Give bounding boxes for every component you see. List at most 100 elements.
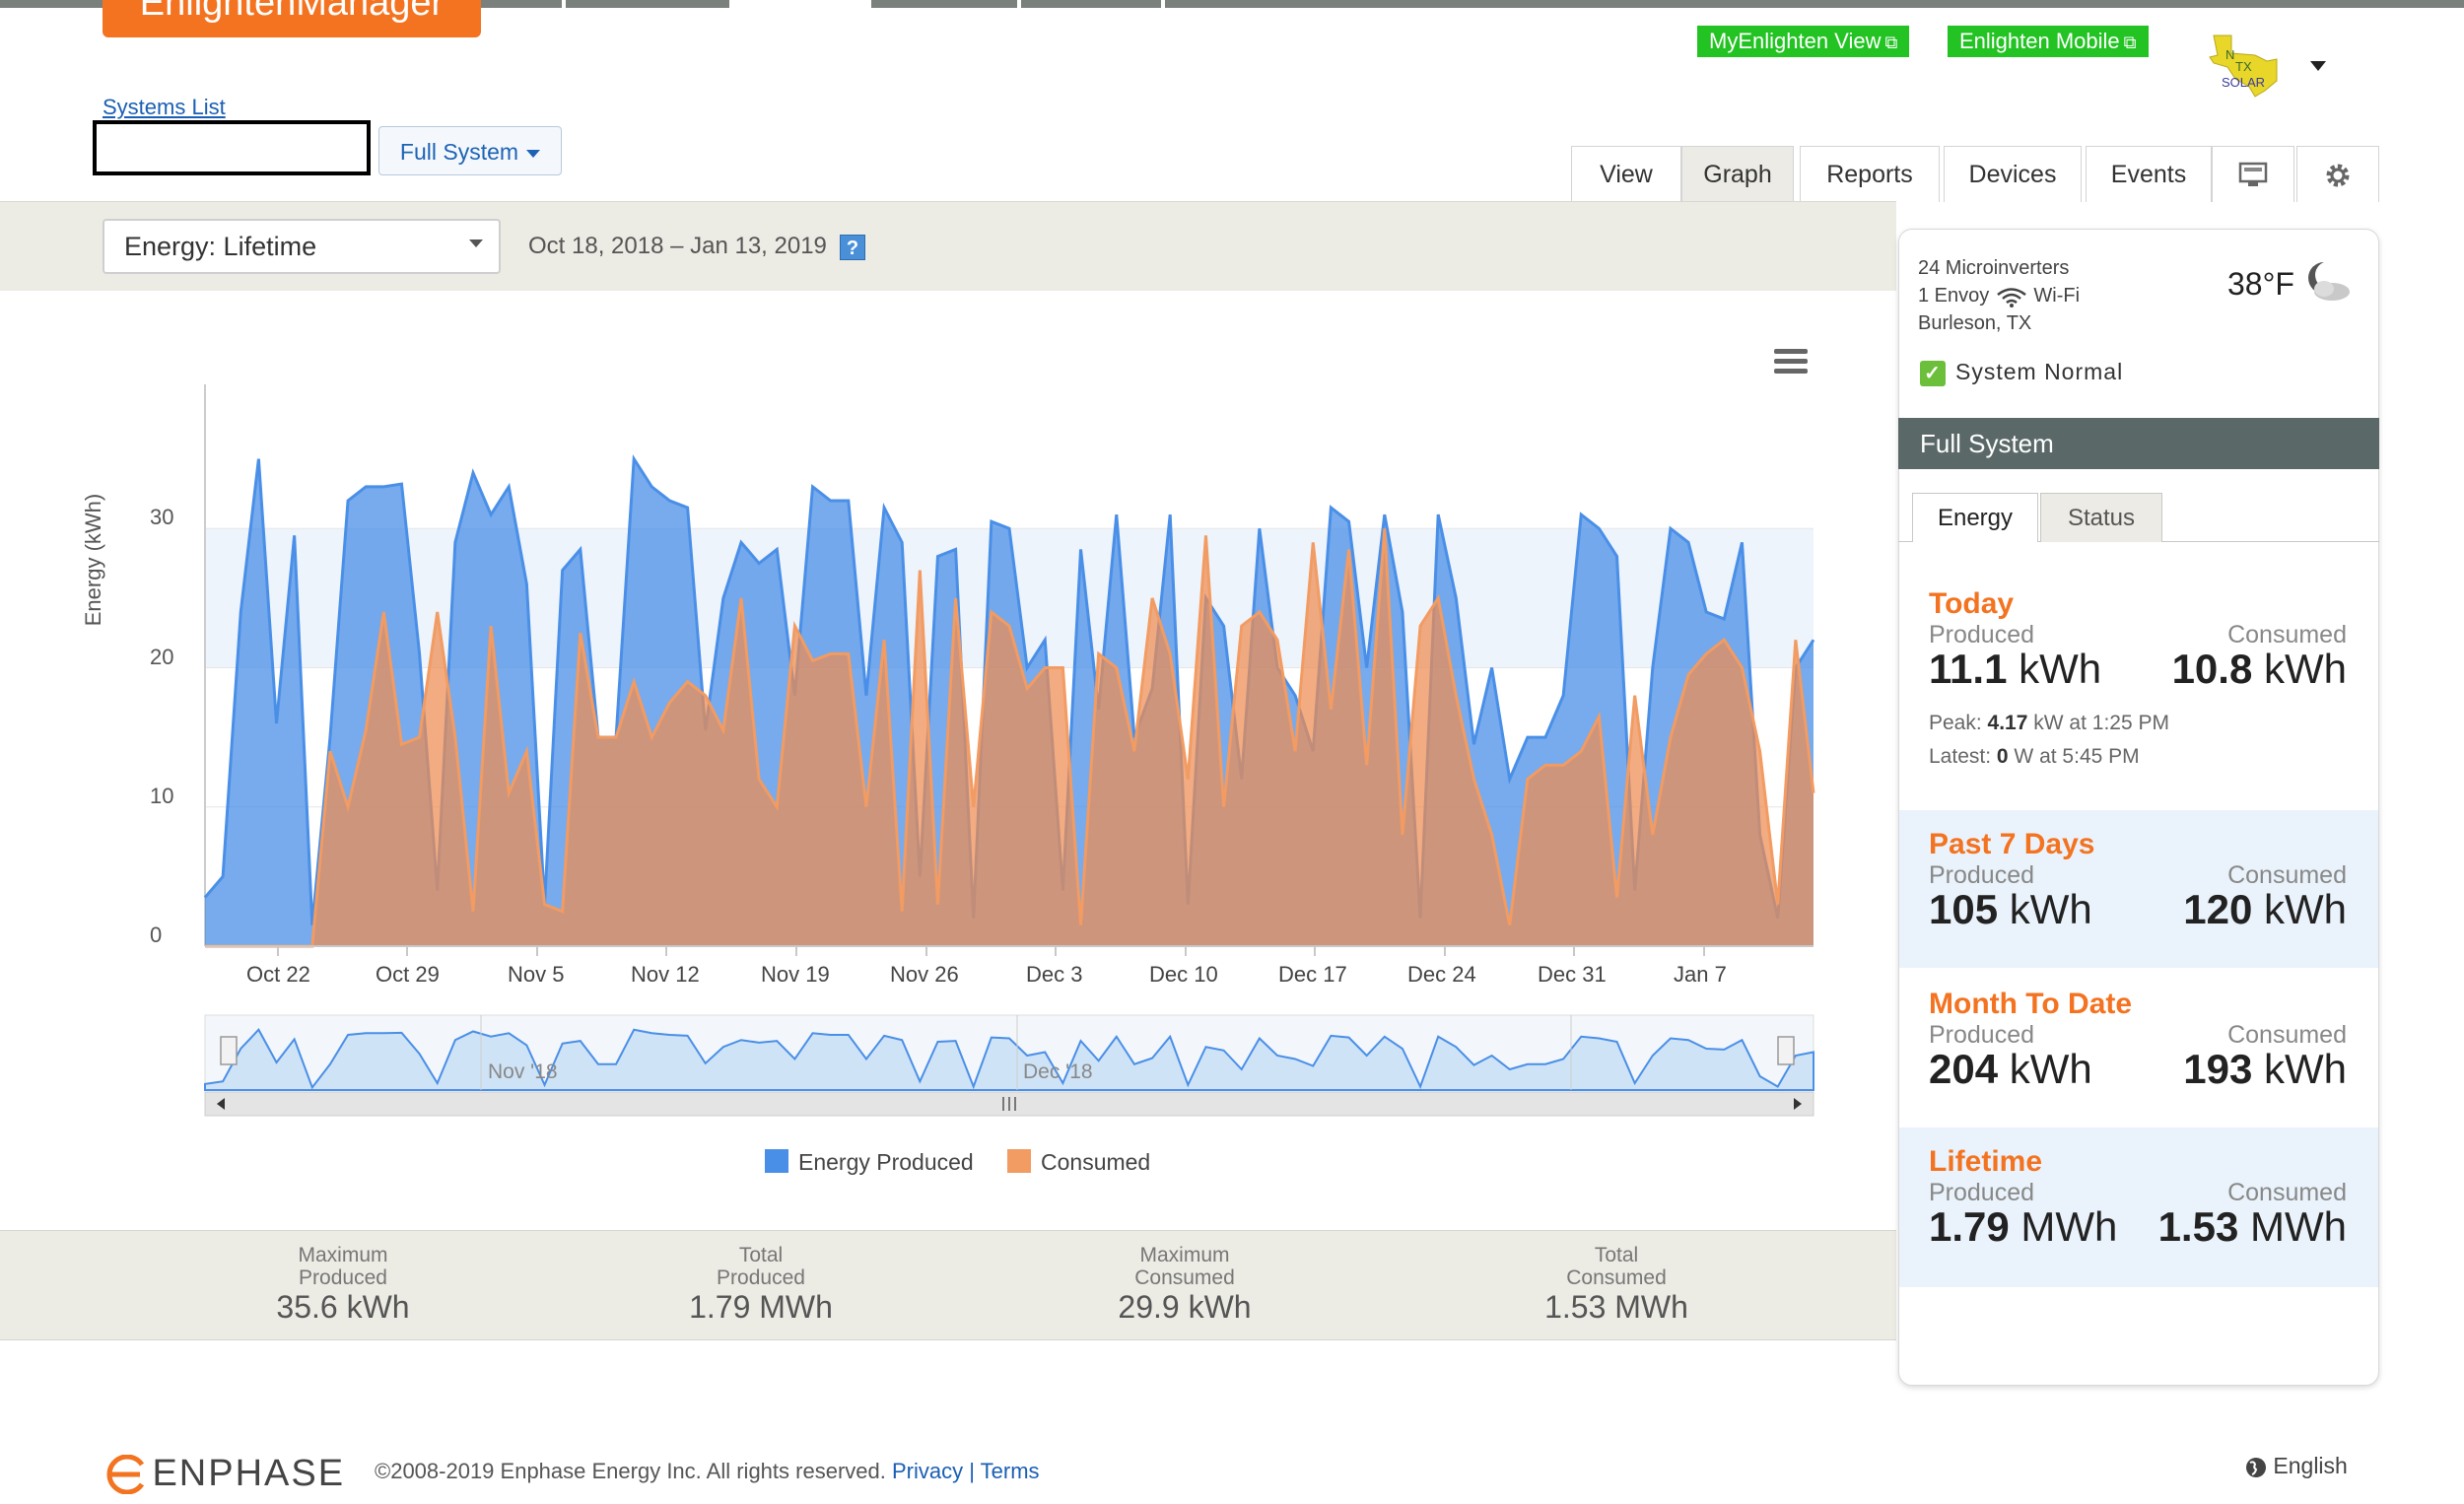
stat-total-consumed: Total Consumed 1.53 MWh xyxy=(1469,1244,1764,1325)
privacy-link[interactable]: Privacy xyxy=(891,1459,964,1483)
panel-heading: Full System xyxy=(1898,418,2379,469)
globe-icon xyxy=(2246,1457,2266,1477)
peak-value: 4.17 xyxy=(1987,712,2028,734)
stat-value: 29.9 xyxy=(1118,1289,1180,1325)
envoy-count: 1 Envoy xyxy=(1918,285,1990,307)
consumed-unit: MWh xyxy=(2250,1203,2347,1250)
x-tick-label: Dec 3 xyxy=(1026,962,1083,987)
enlighten-mobile-link[interactable]: Enlighten Mobile ⧉ xyxy=(1948,26,2149,57)
produced-label: Produced xyxy=(1929,861,2035,889)
company-logo[interactable]: N TX SOLAR xyxy=(2206,30,2283,99)
x-tick-label: Nov 5 xyxy=(508,962,565,987)
energy-mode-select[interactable]: Energy: Lifetime xyxy=(103,219,501,274)
language-selector[interactable]: English xyxy=(2245,1453,2348,1479)
stat-label: Total xyxy=(738,1244,784,1266)
systems-list-link[interactable]: Systems List xyxy=(103,95,226,119)
tab-graph[interactable]: Graph xyxy=(1681,146,1794,202)
x-tick-label: Dec 10 xyxy=(1149,962,1218,987)
panel-tab-status[interactable]: Status xyxy=(2040,493,2162,542)
stat-unit: kWh xyxy=(1188,1289,1252,1325)
legend-swatch-produced xyxy=(765,1149,788,1173)
system-info: 24 Microinverters 1 Envoy Wi-Fi Burleson… xyxy=(1918,254,2080,337)
consumed-unit: kWh xyxy=(2264,646,2347,692)
legend-swatch-consumed xyxy=(1007,1149,1031,1173)
tab-reports[interactable]: Reports xyxy=(1800,146,1940,202)
stat-value: 1.53 xyxy=(1544,1289,1607,1325)
wifi-label: Wi-Fi xyxy=(2033,285,2081,307)
block-title: Lifetime xyxy=(1929,1145,2043,1178)
top-nav-strip xyxy=(0,0,2464,8)
legend-produced[interactable]: Energy Produced xyxy=(798,1149,974,1175)
stat-label: Consumed xyxy=(1134,1266,1235,1289)
terms-link[interactable]: Terms xyxy=(980,1459,1040,1483)
help-icon[interactable]: ? xyxy=(840,235,865,260)
stat-label: Maximum xyxy=(298,1244,388,1266)
tab-monitor-icon[interactable] xyxy=(2212,146,2294,202)
legend-consumed[interactable]: Consumed xyxy=(1041,1149,1151,1175)
system-selector-label: Full System xyxy=(399,139,519,165)
copyright-text: ©2008-2019 Enphase Energy Inc. All right… xyxy=(375,1459,886,1483)
produced-label: Produced xyxy=(1929,1179,2035,1206)
x-tick-label: Dec 24 xyxy=(1407,962,1476,987)
consumed-label: Consumed xyxy=(2227,861,2347,889)
stat-max-consumed: Maximum Consumed 29.9 kWh xyxy=(1037,1244,1333,1325)
past-7-days-block: Past 7 Days Produced Consumed 105 kWh 120… xyxy=(1899,810,2378,968)
enlighten-manager-tab[interactable]: EnlightenManager xyxy=(103,0,481,37)
x-tick-label: Nov 26 xyxy=(890,962,959,987)
produced-label: Produced xyxy=(1929,621,2035,649)
svg-text:N: N xyxy=(2225,47,2234,62)
system-selector-button[interactable]: Full System xyxy=(378,126,562,175)
scroll-left-arrow-icon xyxy=(217,1098,225,1110)
user-menu-chevron-down-icon[interactable] xyxy=(2310,61,2326,71)
svg-text:SOLAR: SOLAR xyxy=(2222,75,2265,90)
y-axis-label: Energy (kWh) xyxy=(81,493,105,627)
produced-unit: kWh xyxy=(2009,1046,2092,1092)
stat-unit: MWh xyxy=(1614,1289,1688,1325)
enphase-logo[interactable]: ENPHASE xyxy=(103,1453,345,1495)
navigator-series xyxy=(204,1028,1814,1091)
energy-chart[interactable] xyxy=(0,0,1896,1230)
myenlighten-view-link[interactable]: MyEnlighten View ⧉ xyxy=(1697,26,1910,57)
chevron-down-icon xyxy=(526,149,541,158)
stat-value: 35.6 xyxy=(276,1289,338,1325)
consumed-value: 120 xyxy=(2183,886,2253,932)
produced-unit: kWh xyxy=(2009,886,2092,932)
latest-label: Latest: xyxy=(1929,745,1992,768)
lifetime-block: Lifetime Produced Consumed 1.79 MWh 1.53 … xyxy=(1899,1128,2378,1287)
stat-value: 1.79 xyxy=(689,1289,751,1325)
consumed-label: Consumed xyxy=(2227,621,2347,649)
date-range-label: Oct 18, 2018 – Jan 13, 2019 xyxy=(528,233,827,259)
stat-label: Maximum xyxy=(1139,1244,1230,1266)
footer-separator: | xyxy=(969,1459,975,1483)
produced-value: 204 xyxy=(1929,1046,1999,1092)
gear-icon xyxy=(2326,164,2350,187)
navigator-label: Dec '18 xyxy=(1023,1060,1093,1083)
svg-text:TX: TX xyxy=(2235,59,2252,74)
produced-line xyxy=(203,453,1815,925)
tab-view[interactable]: View xyxy=(1571,146,1681,202)
check-icon: ✓ xyxy=(1920,360,1946,386)
chart-menu-icon[interactable] xyxy=(1774,349,1808,375)
myenlighten-view-label: MyEnlighten View xyxy=(1709,29,1882,53)
microinverters-count: 24 Microinverters xyxy=(1918,257,2070,279)
produced-value: 1.79 xyxy=(1929,1203,2010,1250)
produced-value: 11.1 xyxy=(1929,646,2008,692)
select-caret-icon xyxy=(469,239,483,247)
panel-tab-energy[interactable]: Energy xyxy=(1912,493,2038,542)
produced-unit: kWh xyxy=(2019,646,2102,692)
peak-label: Peak: xyxy=(1929,712,1982,734)
latest-value: 0 xyxy=(1996,745,2009,768)
monitor-icon xyxy=(2238,163,2268,187)
weather-cloudy-night-icon xyxy=(2308,261,2350,301)
tab-devices[interactable]: Devices xyxy=(1944,146,2082,202)
x-tick-label: Dec 31 xyxy=(1538,962,1607,987)
scroll-right-arrow-icon xyxy=(1794,1098,1802,1110)
tab-events[interactable]: Events xyxy=(2086,146,2212,202)
stat-max-produced: Maximum Produced 35.6 kWh xyxy=(195,1244,491,1325)
y-tick-label: 30 xyxy=(150,505,174,529)
tab-settings[interactable] xyxy=(2296,146,2379,202)
x-tick-label: Dec 17 xyxy=(1278,962,1347,987)
system-search-input[interactable] xyxy=(93,120,371,175)
consumed-line xyxy=(205,528,1815,948)
enlighten-mobile-label: Enlighten Mobile xyxy=(1959,29,2120,53)
